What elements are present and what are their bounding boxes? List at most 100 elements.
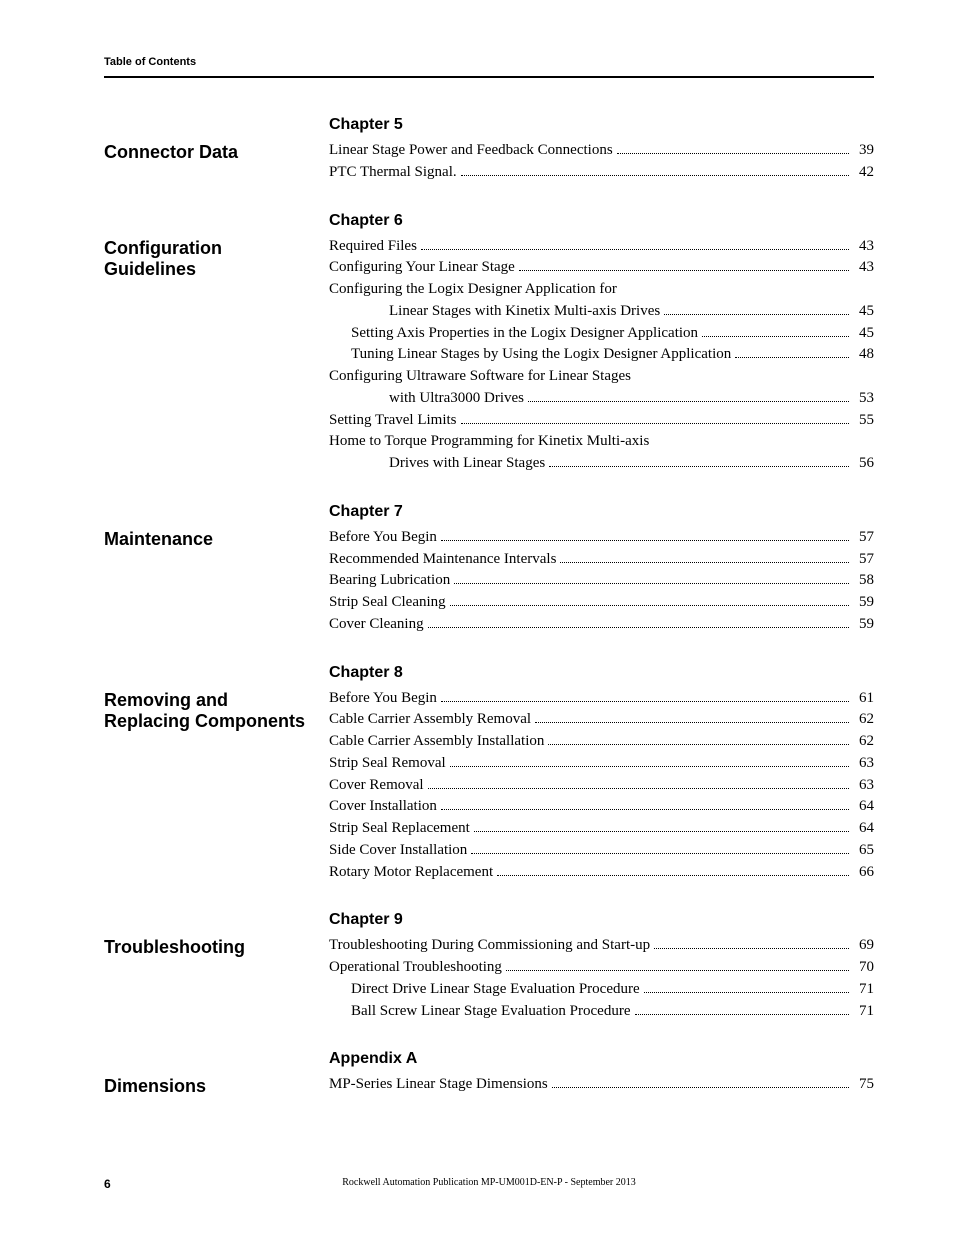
toc-page-number: 63 (853, 775, 874, 797)
toc-leader-dots (441, 693, 849, 702)
section-title: Connector Data (104, 116, 329, 212)
toc-leader-dots (421, 241, 849, 250)
chapter-heading: Appendix A (329, 1050, 874, 1068)
toc-row[interactable]: Drives with Linear Stages56 (329, 453, 874, 475)
toc-row[interactable]: Configuring Your Linear Stage43 (329, 257, 874, 279)
toc-label: Direct Drive Linear Stage Evaluation Pro… (351, 979, 640, 1001)
toc-row[interactable]: MP-Series Linear Stage Dimensions75 (329, 1074, 874, 1096)
toc-row[interactable]: PTC Thermal Signal. 42 (329, 162, 874, 184)
toc-row[interactable]: Direct Drive Linear Stage Evaluation Pro… (329, 979, 874, 1001)
toc-page-number: 61 (853, 688, 874, 710)
footer-publication: Rockwell Automation Publication MP-UM001… (342, 1177, 636, 1188)
toc-row[interactable]: Required Files 43 (329, 236, 874, 258)
chapter-heading: Chapter 8 (329, 664, 874, 682)
toc-leader-dots (454, 575, 849, 584)
toc-row[interactable]: Tuning Linear Stages by Using the Logix … (329, 344, 874, 366)
toc-label: Operational Troubleshooting (329, 957, 502, 979)
toc-label: Setting Travel Limits (329, 410, 457, 432)
toc-row[interactable]: Home to Torque Programming for Kinetix M… (329, 431, 874, 453)
header-label: Table of Contents (104, 56, 874, 68)
toc-page-number: 45 (853, 301, 874, 323)
toc-row[interactable]: Before You Begin61 (329, 688, 874, 710)
toc-label: PTC Thermal Signal. (329, 162, 457, 184)
toc-row[interactable]: Setting Travel Limits 55 (329, 410, 874, 432)
toc-label: Home to Torque Programming for Kinetix M… (329, 431, 649, 453)
chapter-heading: Chapter 9 (329, 911, 874, 929)
toc-row[interactable]: Cable Carrier Assembly Removal62 (329, 709, 874, 731)
toc-label: Linear Stages with Kinetix Multi-axis Dr… (389, 301, 660, 323)
toc-row[interactable]: Strip Seal Removal63 (329, 753, 874, 775)
toc-row[interactable]: Cover Installation64 (329, 796, 874, 818)
toc-entries: Before You Begin57Recommended Maintenanc… (329, 527, 874, 636)
toc-label: Configuring the Logix Designer Applicati… (329, 279, 617, 301)
toc-page-number: 62 (853, 731, 874, 753)
toc-row[interactable]: Cover Removal 63 (329, 775, 874, 797)
toc-label: Before You Begin (329, 527, 437, 549)
toc-label: Required Files (329, 236, 417, 258)
toc-row[interactable]: Strip Seal Replacement64 (329, 818, 874, 840)
toc-leader-dots (548, 736, 849, 745)
toc-page-number: 69 (853, 935, 874, 957)
toc-page-number: 59 (853, 592, 874, 614)
toc-row[interactable]: Rotary Motor Replacement66 (329, 862, 874, 884)
toc-label: Recommended Maintenance Intervals (329, 549, 556, 571)
chapter-column: Chapter 5Linear Stage Power and Feedback… (329, 116, 874, 212)
toc-row[interactable]: Cover Cleaning59 (329, 614, 874, 636)
toc-leader-dots (654, 940, 849, 949)
toc-row[interactable]: Strip Seal Cleaning 59 (329, 592, 874, 614)
toc-page-number: 71 (853, 1001, 874, 1023)
toc-row[interactable]: Ball Screw Linear Stage Evaluation Proce… (329, 1001, 874, 1023)
toc-row[interactable]: Side Cover Installation65 (329, 840, 874, 862)
toc-row[interactable]: Troubleshooting During Commissioning and… (329, 935, 874, 957)
toc-page-number: 39 (853, 140, 874, 162)
section-title: Removing and Replacing Components (104, 664, 329, 912)
toc-row[interactable]: Operational Troubleshooting70 (329, 957, 874, 979)
toc-leader-dots (450, 597, 849, 606)
toc-row[interactable]: Recommended Maintenance Intervals57 (329, 549, 874, 571)
section-title: Dimensions (104, 1050, 329, 1124)
toc-leader-dots (549, 458, 849, 467)
toc-label: Configuring Your Linear Stage (329, 257, 515, 279)
toc-label: Cover Removal (329, 775, 424, 797)
toc-entries: Before You Begin61Cable Carrier Assembly… (329, 688, 874, 884)
toc-leader-dots (635, 1006, 850, 1015)
toc-page-number: 62 (853, 709, 874, 731)
toc-leader-dots (506, 962, 849, 971)
toc-leader-dots (474, 823, 849, 832)
toc-leader-dots (702, 328, 849, 337)
toc-leader-dots (450, 758, 849, 767)
toc-label: Side Cover Installation (329, 840, 467, 862)
toc-row[interactable]: Linear Stages with Kinetix Multi-axis Dr… (329, 301, 874, 323)
toc-row[interactable]: Before You Begin 57 (329, 527, 874, 549)
toc-label: Cover Cleaning (329, 614, 424, 636)
chapter-heading: Chapter 7 (329, 503, 874, 521)
toc-label: Strip Seal Removal (329, 753, 446, 775)
toc-page-number: 48 (853, 344, 874, 366)
toc-row[interactable]: Configuring Ultraware Software for Linea… (329, 366, 874, 388)
toc-row[interactable]: Linear Stage Power and Feedback Connecti… (329, 140, 874, 162)
toc-row[interactable]: Bearing Lubrication58 (329, 570, 874, 592)
toc-leader-dots (461, 415, 849, 424)
chapter-column: Chapter 6Required Files43Configuring You… (329, 212, 874, 503)
toc-leader-dots (644, 984, 849, 993)
toc-page-number: 55 (853, 410, 874, 432)
toc-label: Troubleshooting During Commissioning and… (329, 935, 650, 957)
footer: 6 Rockwell Automation Publication MP-UM0… (104, 1177, 874, 1191)
toc-leader-dots (735, 349, 849, 358)
toc-row[interactable]: Cable Carrier Assembly Installation62 (329, 731, 874, 753)
toc-row[interactable]: with Ultra3000 Drives53 (329, 388, 874, 410)
toc-leader-dots (497, 867, 849, 876)
toc-row[interactable]: Configuring the Logix Designer Applicati… (329, 279, 874, 301)
section-title: Maintenance (104, 503, 329, 664)
toc-row[interactable]: Setting Axis Properties in the Logix Des… (329, 323, 874, 345)
toc-page-number: 42 (853, 162, 874, 184)
toc-page-number: 43 (853, 236, 874, 258)
toc-leader-dots (461, 167, 849, 176)
toc-label: Strip Seal Cleaning (329, 592, 446, 614)
chapter-column: Chapter 8Before You Begin61Cable Carrier… (329, 664, 874, 912)
toc-label: Drives with Linear Stages (389, 453, 545, 475)
toc-label: Setting Axis Properties in the Logix Des… (351, 323, 698, 345)
chapter-column: Appendix A MP-Series Linear Stage Dimensi… (329, 1050, 874, 1124)
toc-entries: Troubleshooting During Commissioning and… (329, 935, 874, 1022)
toc-page-number: 57 (853, 527, 874, 549)
